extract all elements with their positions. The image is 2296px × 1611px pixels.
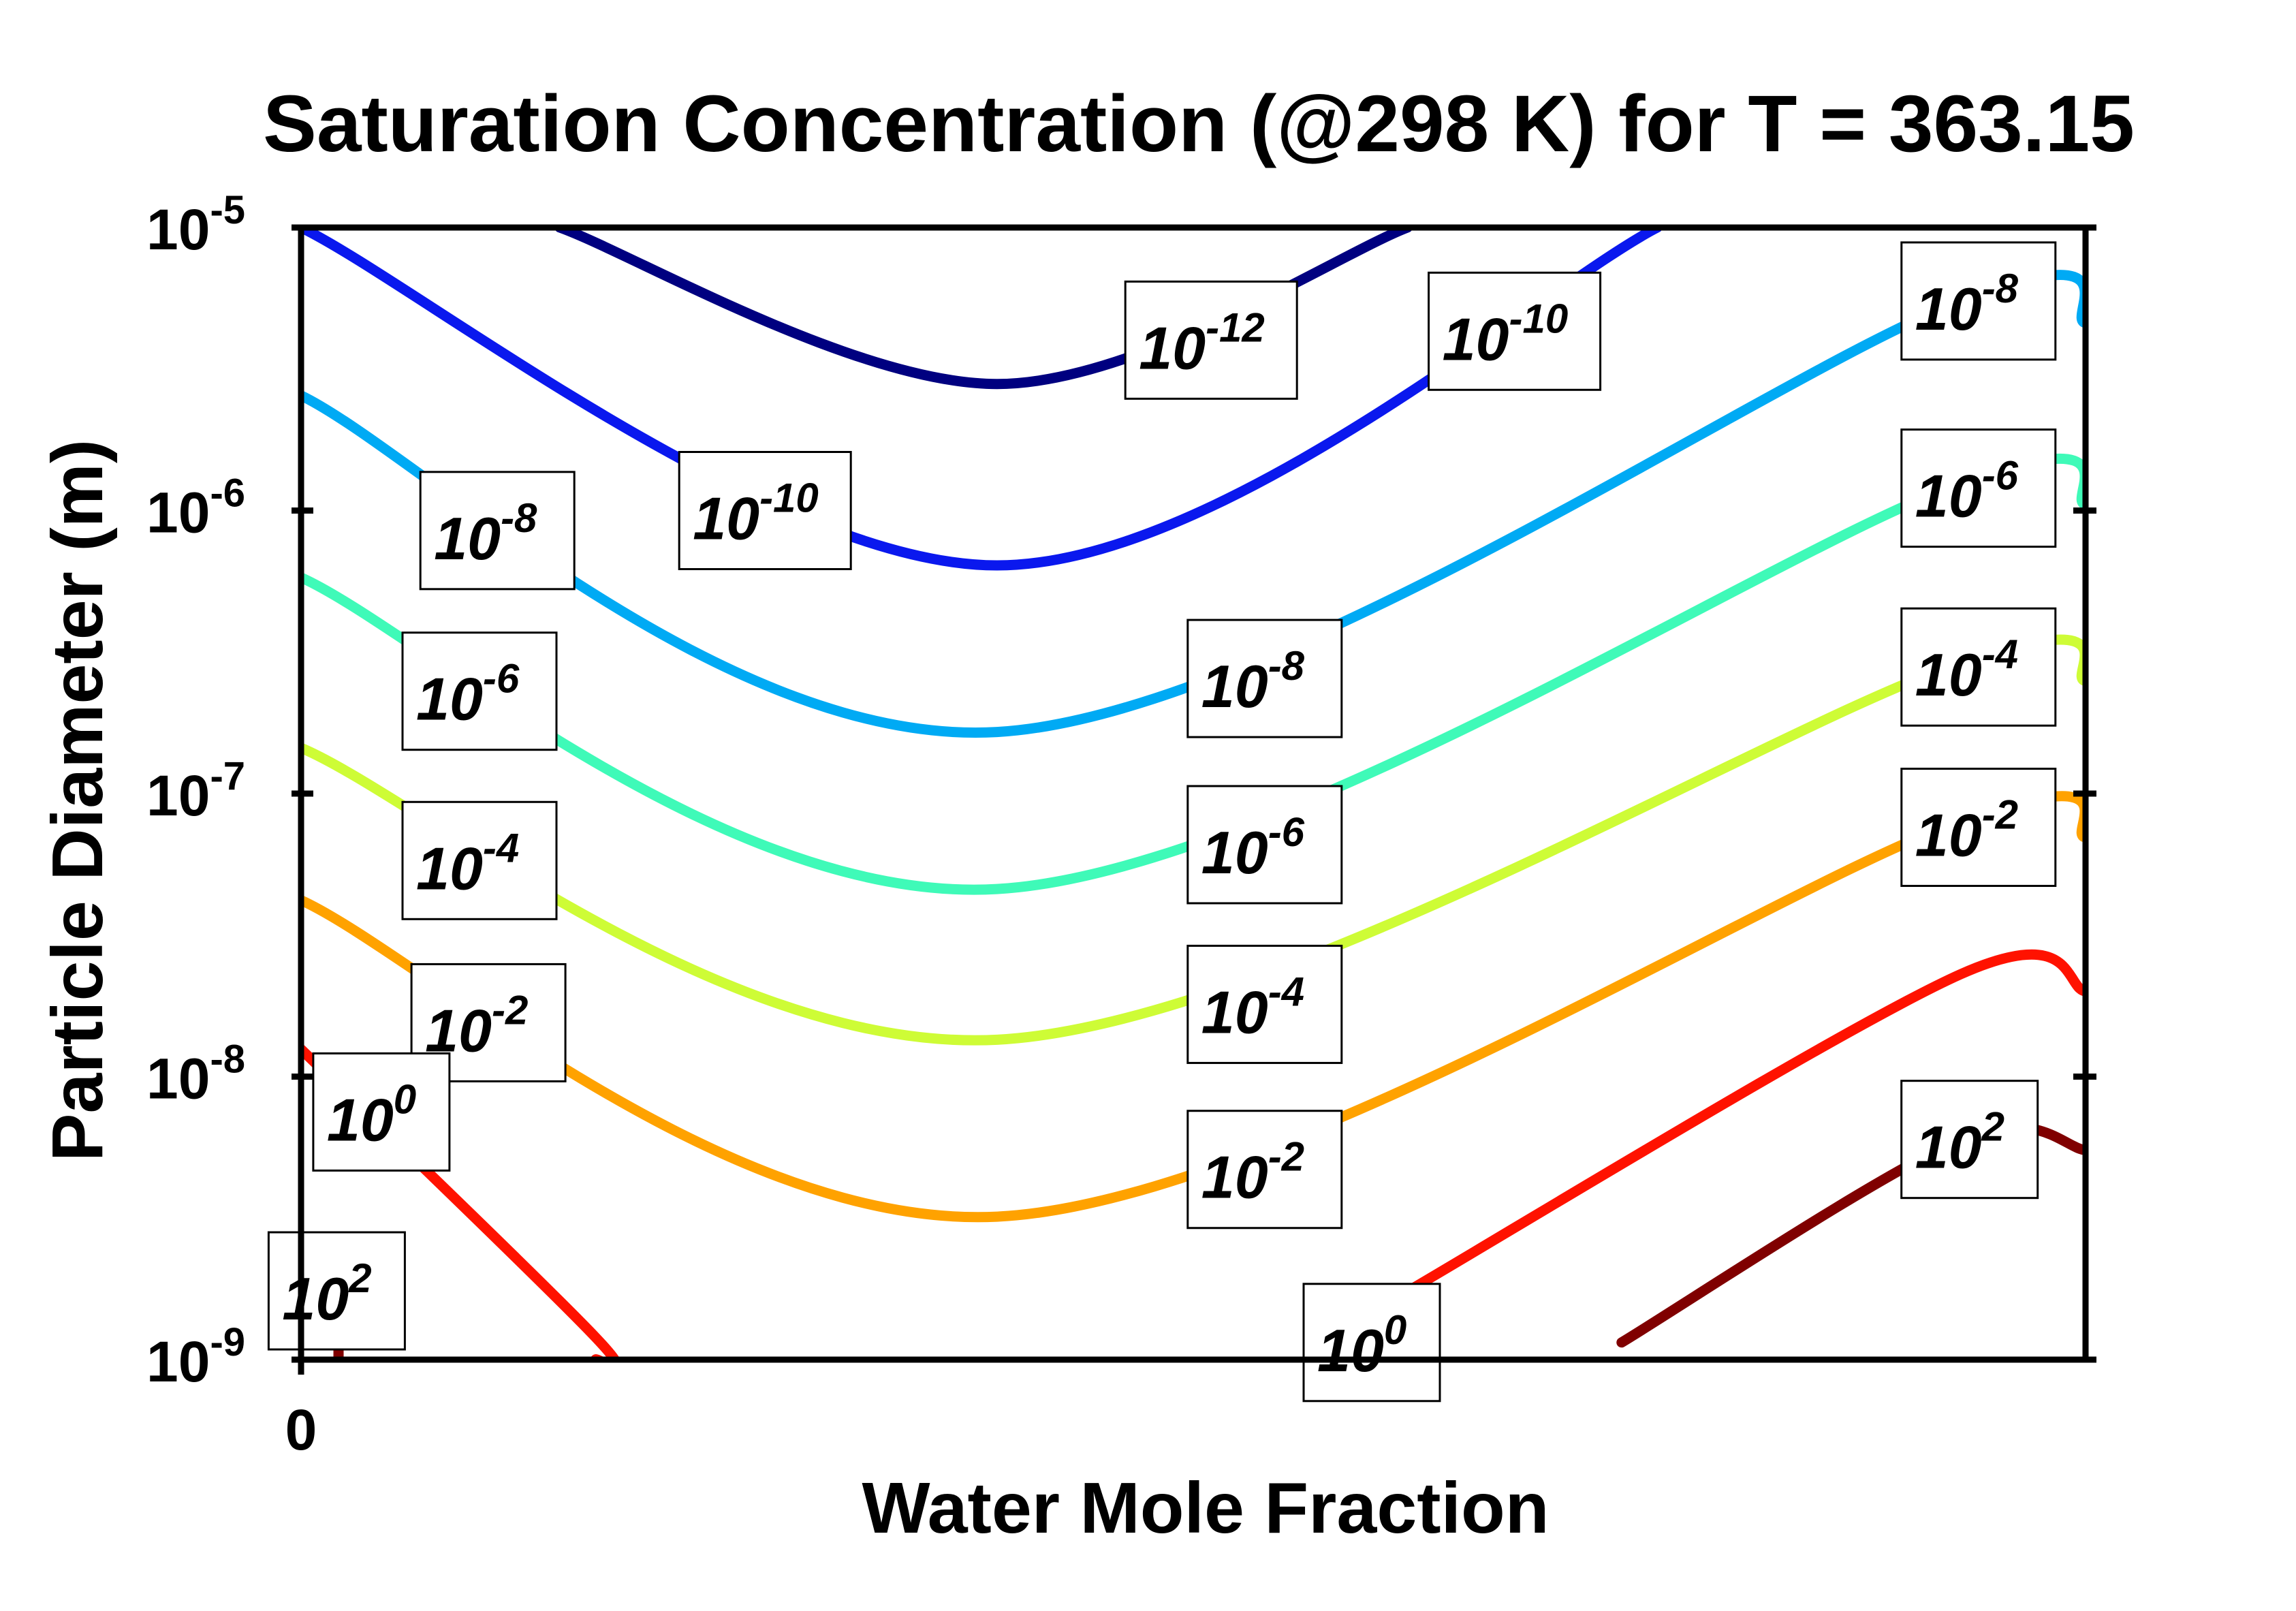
contour-label-exponent: 0	[1384, 1307, 1406, 1353]
y-tick-label-2: 10-7	[146, 754, 245, 828]
contour-label-exponent: -10	[759, 475, 819, 521]
contour-label-0: 10-12	[1124, 280, 1298, 400]
contour-label-18: 100	[1302, 1283, 1441, 1403]
svg-text:10-2: 10-2	[1915, 792, 2018, 869]
contour-label-10: 10-4	[401, 800, 558, 920]
svg-text:10-6: 10-6	[1915, 453, 2019, 530]
contour-label-base: 10	[1201, 978, 1268, 1046]
contour-label-4: 10-8	[419, 471, 576, 591]
x-axis-label: Water Mole Fraction	[862, 1468, 1549, 1548]
contour-label-exponent: -4	[1268, 969, 1304, 1014]
svg-text:102: 102	[1915, 1104, 2004, 1181]
y-tick-label-0: 10-9	[146, 1320, 245, 1394]
contour-label-14: 100	[312, 1052, 451, 1172]
contour-label-6: 10-8	[1186, 619, 1343, 738]
svg-text:10-4: 10-4	[416, 825, 519, 902]
contour-label-7: 10-6	[401, 631, 558, 751]
contour-label-base: 10	[327, 1086, 394, 1153]
contour-label-2: 10-8	[1900, 241, 2057, 361]
contour-label-base: 10	[282, 1265, 349, 1332]
contour-label-base: 10	[1915, 463, 1982, 530]
contour-label-3: 10-10	[678, 451, 852, 570]
contour-label-base: 10	[416, 666, 483, 733]
svg-text:100: 100	[1317, 1307, 1406, 1384]
contour-label-exponent: -8	[1268, 643, 1305, 689]
contour-label-base: 10	[1139, 314, 1206, 381]
axis-ticks: 10-910-810-710-610-50	[146, 188, 2096, 1462]
contour-line-0	[554, 228, 1413, 390]
contour-label-exponent: -6	[1982, 453, 2019, 499]
svg-text:10-12: 10-12	[1139, 304, 1265, 381]
contour-label-base: 10	[1201, 653, 1268, 720]
svg-text:10-10: 10-10	[693, 475, 819, 552]
contour-label-exponent: -2	[1268, 1134, 1304, 1180]
contour-label-16: 102	[1900, 1080, 2039, 1200]
svg-text:10-8: 10-8	[1915, 266, 2019, 343]
y-tick-label-1: 10-8	[146, 1037, 245, 1111]
svg-text:10-10: 10-10	[1443, 296, 1569, 373]
contour-label-base: 10	[1915, 1114, 1982, 1181]
contour-label-5: 10-6	[1900, 428, 2057, 548]
chart-title: Saturation Concentration (@298 K) for T …	[263, 79, 2135, 169]
svg-text:10-2: 10-2	[1201, 1134, 1304, 1211]
svg-text:100: 100	[327, 1076, 416, 1153]
contour-label-exponent: -8	[1982, 266, 2019, 311]
y-axis-label: Particle Diameter (m)	[37, 439, 118, 1161]
x-tick-label-0: 0	[285, 1398, 317, 1462]
contour-label-exponent: -6	[1268, 809, 1305, 855]
svg-text:10-6: 10-6	[1201, 809, 1305, 886]
contour-label-9: 10-6	[1186, 785, 1343, 905]
y-tick-label-3: 10-6	[146, 471, 245, 545]
contour-label-base: 10	[1201, 1144, 1268, 1211]
svg-text:10-6: 10-6	[416, 656, 520, 733]
contour-label-17: 102	[267, 1231, 406, 1351]
svg-text:10-8: 10-8	[1201, 643, 1305, 720]
contour-label-15: 10-2	[1186, 1110, 1343, 1230]
contour-label-12: 10-4	[1186, 944, 1343, 1064]
contour-label-base: 10	[1915, 275, 1982, 343]
contour-label-exponent: -4	[483, 825, 519, 871]
contour-label-base: 10	[1443, 305, 1509, 373]
svg-text:10-2: 10-2	[425, 987, 528, 1064]
y-tick-label-4: 10-5	[146, 188, 245, 262]
contour-label-base: 10	[1201, 819, 1268, 886]
contour-label-base: 10	[693, 485, 759, 552]
contour-label-exponent: -4	[1982, 631, 2018, 677]
contour-label-exponent: 0	[394, 1076, 416, 1122]
contour-label-exponent: -8	[501, 495, 537, 541]
contour-label-exponent: -10	[1509, 296, 1568, 341]
contour-label-base: 10	[1915, 802, 1982, 869]
contour-label-base: 10	[1915, 641, 1982, 708]
svg-text:10-4: 10-4	[1201, 969, 1304, 1046]
contour-label-exponent: 2	[348, 1255, 371, 1301]
svg-text:102: 102	[282, 1255, 371, 1332]
contour-label-exponent: 2	[1981, 1104, 2004, 1150]
svg-text:10-4: 10-4	[1915, 631, 2018, 708]
contour-line-7	[1384, 949, 2086, 1307]
contour-label-base: 10	[1317, 1317, 1384, 1384]
contour-label-exponent: -2	[1982, 792, 2018, 838]
contour-label-exponent: -12	[1206, 304, 1265, 350]
contour-label-1: 10-10	[1428, 271, 1602, 391]
contour-label-base: 10	[434, 505, 501, 572]
contour-label-exponent: -2	[492, 987, 528, 1033]
contour-label-base: 10	[416, 834, 483, 902]
contour-label-11: 10-2	[1900, 768, 2057, 888]
contour-label-8: 10-4	[1900, 607, 2057, 727]
svg-text:10-8: 10-8	[434, 495, 537, 572]
contour-label-exponent: -6	[483, 656, 520, 702]
